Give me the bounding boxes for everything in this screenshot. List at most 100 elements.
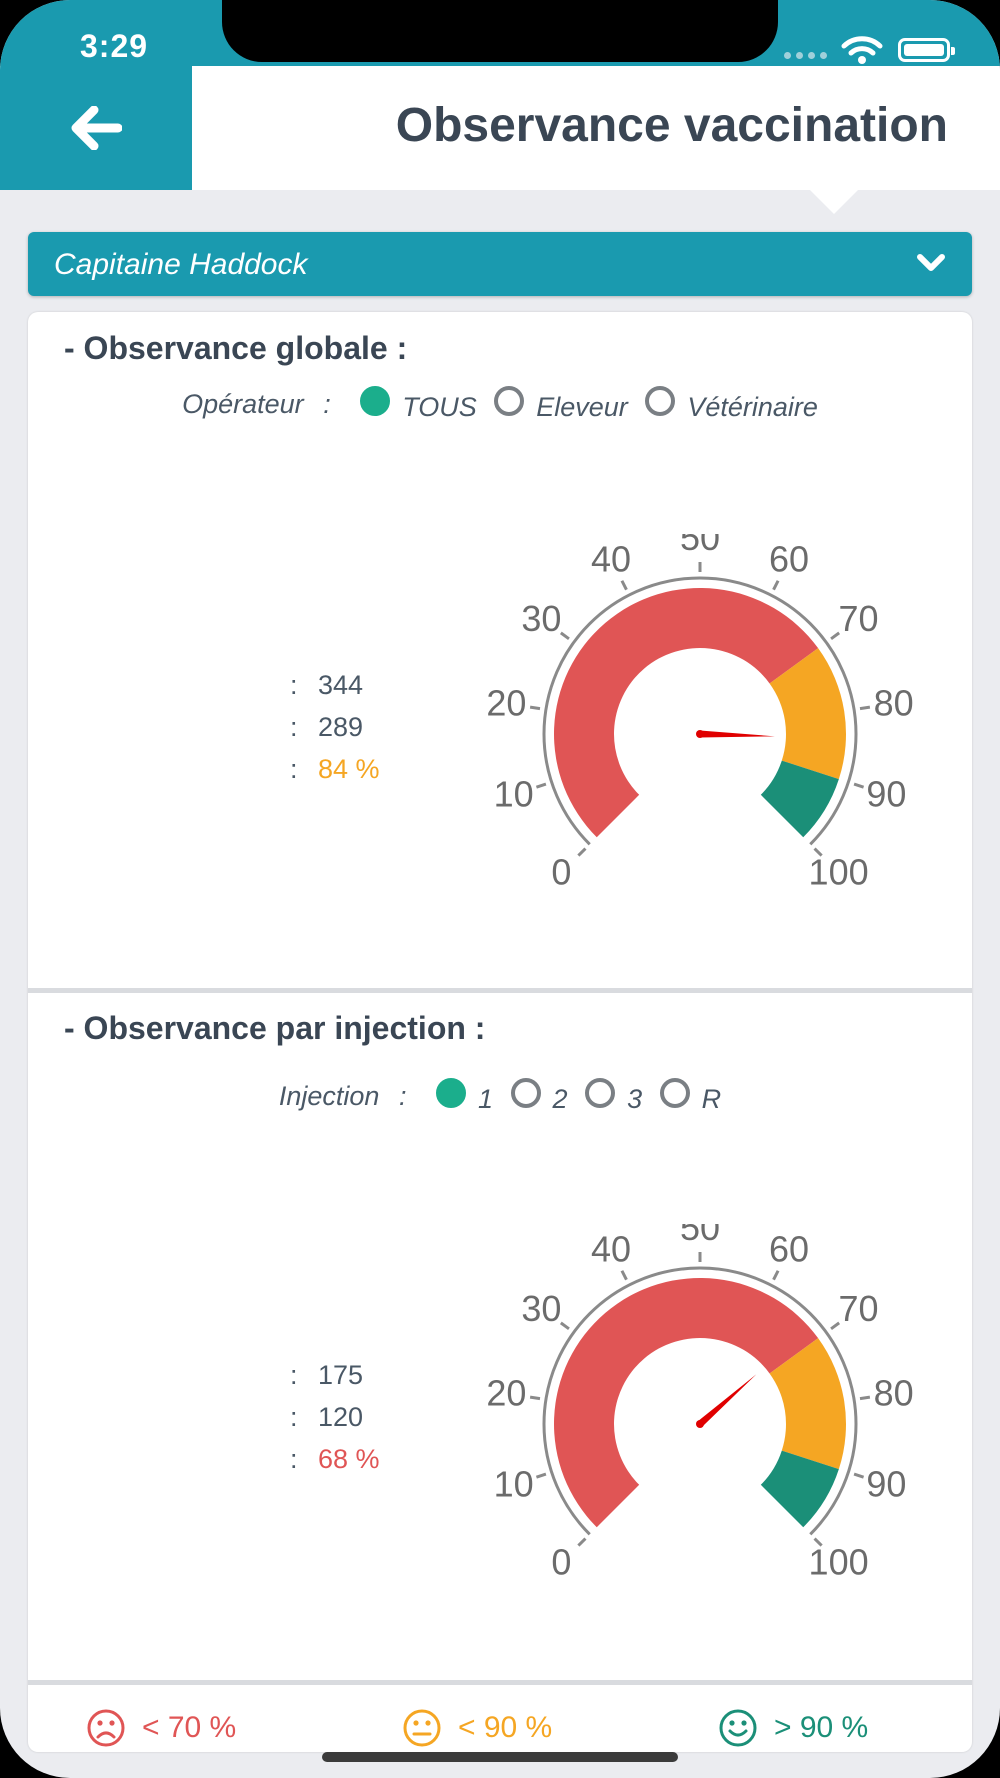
gauge-tick-label: 30 [521, 1288, 561, 1329]
status-bar: 3:29 [0, 0, 1000, 66]
gauge-tick-label: 0 [551, 852, 571, 893]
gauge-tick [535, 1472, 547, 1479]
legend-text: > 90 % [774, 1711, 869, 1744]
gauge-tick [830, 631, 841, 640]
gauge-tick [813, 1537, 823, 1547]
radio-operator-tous[interactable]: TOUS [360, 386, 477, 423]
gauge-tick-label: 60 [769, 538, 809, 579]
radio-injection-r[interactable]: R [659, 1078, 722, 1115]
gauge-tick [772, 580, 780, 591]
global-gauge: 0 10 20 30 40 50 60 70 80 90 100 [486, 534, 913, 893]
legend-divider [28, 1680, 972, 1685]
injection-filter: Injection : 1 2 3 R [28, 1078, 972, 1115]
header-pointer [810, 190, 858, 214]
radio-label: TOUS [402, 392, 477, 422]
legend: < 70 % < 90 % > 90 % [28, 1704, 972, 1752]
radio-circle [659, 1078, 690, 1108]
chevron-down-icon [917, 254, 945, 271]
operator-filter-label: Opérateur [182, 389, 304, 419]
radio-label: 1 [477, 1084, 494, 1114]
gauge-tick [577, 1537, 587, 1547]
legend-item-high: > 90 % [718, 1708, 868, 1748]
gauge-tick-label: 20 [486, 682, 526, 723]
stat-sep: : [290, 754, 298, 784]
status-time: 3:29 [80, 28, 149, 64]
neutral-face-icon [403, 1709, 441, 1747]
observance-card: - Observance globale : Opérateur : TOUS … [28, 312, 972, 1752]
stat-value: 84 % [318, 754, 380, 784]
gauge-tick-label: 70 [839, 1288, 879, 1329]
injection-gauge: 0 10 20 30 40 50 60 70 80 90 100 [486, 1224, 914, 1583]
arrow-left-icon [71, 106, 122, 150]
gauge-band [769, 1338, 846, 1470]
gauge-tick [859, 705, 871, 711]
gauge-tick-label: 80 [874, 1372, 914, 1413]
gauge-needle [699, 730, 775, 738]
legend-item-mid: < 90 % [402, 1708, 552, 1748]
notch [222, 0, 778, 62]
radio-circle [435, 1078, 466, 1108]
gauge-band [760, 760, 839, 838]
gauge-tick-label: 50 [680, 1224, 720, 1248]
stat-sep: : [290, 1360, 298, 1390]
gauge-tick [853, 782, 865, 789]
gauge-tick-label: 40 [591, 1228, 631, 1269]
injection-filter-label: Injection [278, 1081, 380, 1111]
radio-label: 3 [627, 1084, 643, 1114]
gauge-tick-label: 90 [866, 774, 906, 815]
gauge-tick-label: 20 [486, 1372, 526, 1413]
gauge-tick [813, 847, 823, 857]
wifi-icon [841, 36, 883, 64]
stat-value: 344 [318, 670, 364, 700]
gauge-tick-label: 0 [551, 1542, 571, 1583]
gauge-tick-label: 70 [839, 598, 879, 639]
operator-filter: Opérateur : TOUS Eleveur Vétérinaire [28, 386, 972, 423]
radio-label: R [701, 1084, 722, 1114]
radio-label: Vétérinaire [687, 392, 818, 422]
stat-value: 120 [318, 1402, 364, 1432]
legend-text: < 90 % [458, 1711, 553, 1744]
radio-circle [585, 1078, 616, 1108]
radio-circle [510, 1078, 541, 1108]
gauge-needle-hub [696, 1420, 704, 1428]
gauge-band [769, 648, 846, 780]
gauge-tick-label: 10 [494, 1464, 534, 1505]
injection-filter-sep: : [398, 1081, 407, 1111]
injection-section-title: - Observance par injection : [64, 1010, 486, 1046]
legend-item-low: < 70 % [86, 1708, 236, 1748]
sad-face-icon [87, 1709, 125, 1747]
happy-face-icon [719, 1709, 757, 1747]
legend-text: < 70 % [142, 1711, 237, 1744]
person-select[interactable]: Capitaine Haddock [28, 232, 972, 296]
gauge-tick-label: 100 [809, 852, 869, 893]
stat-value: 289 [318, 712, 364, 742]
gauge-band [553, 1277, 819, 1528]
stat-value: 68 % [318, 1444, 380, 1474]
gauge-band [553, 587, 819, 838]
gauge-needle [697, 1374, 757, 1427]
gauge-tick [859, 1395, 871, 1401]
gauge-tick-label: 60 [769, 1228, 809, 1269]
operator-filter-sep: : [323, 389, 331, 419]
gauge-tick [620, 1270, 628, 1281]
radio-injection-1[interactable]: 1 [435, 1078, 494, 1115]
battery-icon [898, 38, 955, 62]
radio-operator-veterinaire[interactable]: Vétérinaire [645, 386, 818, 423]
stat-sep: : [290, 1402, 298, 1432]
gauge-tick-label: 100 [809, 1542, 869, 1583]
radio-operator-eleveur[interactable]: Eleveur [494, 386, 628, 423]
radio-injection-3[interactable]: 3 [585, 1078, 642, 1115]
radio-injection-2[interactable]: 2 [510, 1078, 568, 1115]
gauge-tick-label: 50 [680, 534, 720, 558]
stat-sep: : [290, 1444, 298, 1474]
gauge-tick [853, 1472, 865, 1479]
gauge-tick [529, 705, 541, 711]
gauge-tick-label: 90 [866, 1464, 906, 1505]
stat-value: 175 [318, 1360, 364, 1390]
back-button[interactable] [0, 66, 192, 190]
stat-sep: : [290, 712, 298, 742]
gauge-tick-label: 10 [494, 774, 534, 815]
gauge-tick [620, 580, 628, 591]
stat-sep: : [290, 670, 298, 700]
